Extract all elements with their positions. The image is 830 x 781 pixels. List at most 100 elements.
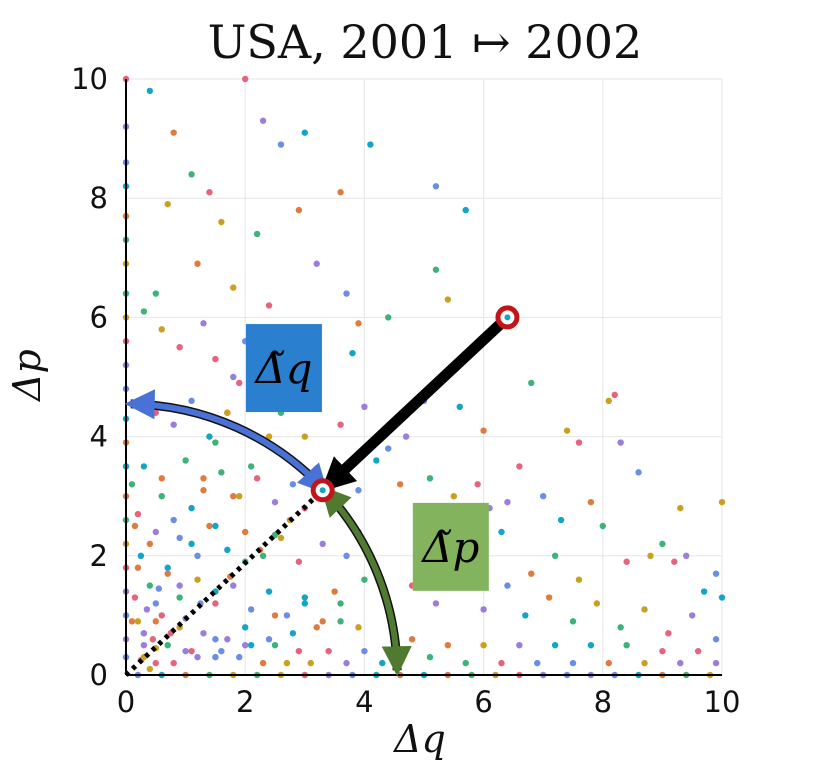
data-point [671,558,678,565]
data-point [367,141,374,148]
data-point [224,409,231,416]
data-point [247,642,255,649]
data-point [331,588,338,595]
projection-arrow [320,313,512,492]
data-point [176,534,183,542]
data-point [408,636,416,643]
data-point [134,618,142,625]
data-point [188,171,195,178]
data-point [540,493,547,500]
data-point [218,469,225,476]
grid-lines [125,78,723,676]
data-point [462,659,469,667]
data-point [164,200,171,208]
data-point [271,642,279,649]
data-point [236,493,243,500]
data-point [158,493,165,500]
data-point [242,642,249,649]
data-point [361,647,368,655]
x-tick-label: 6 [474,685,492,719]
data-point [534,659,541,667]
data-point [450,493,457,500]
data-point [617,439,624,446]
data-point [337,421,344,428]
data-point [712,636,720,643]
data-point [587,498,595,506]
data-point [718,594,726,601]
data-point [432,600,440,607]
data-point [194,260,201,267]
data-point [623,642,630,649]
data-point [212,522,219,530]
data-point [659,540,666,548]
data-point [462,206,469,214]
arc-arrow [320,485,412,677]
data-point [283,612,291,619]
data-point [134,564,142,571]
data-point [236,379,243,387]
data-point [504,498,511,506]
data-point [206,433,213,440]
data-point [295,206,303,214]
data-point [396,481,404,488]
data-point [230,582,237,589]
data-point [200,487,207,494]
data-point [265,636,273,643]
x-axis-label: Δq [392,717,446,761]
data-point [563,427,571,434]
data-point [134,510,142,518]
data-point [319,618,326,625]
data-point [319,540,326,548]
data-point [385,314,392,321]
data-point [379,659,386,667]
data-point [230,373,237,381]
data-point [295,647,303,655]
data-point [212,636,219,643]
data-point [641,606,648,613]
data-point [587,642,595,649]
data-point [271,612,279,619]
data-point [194,576,201,583]
data-point [545,594,553,601]
data-point [665,630,672,637]
data-point [131,594,139,601]
data-point [271,531,279,539]
x-tick-label: 8 [594,685,612,719]
data-point [575,439,583,446]
data-point [218,218,225,226]
data-point [426,653,434,661]
data-point [432,266,440,273]
data-point [325,647,332,655]
data-point [170,659,177,667]
data-point [426,475,434,482]
data-point [271,498,279,506]
y-tick-label: 8 [90,181,108,215]
data-point [355,624,362,631]
data-point [504,582,511,589]
data-point [402,433,410,440]
data-point [569,659,577,667]
data-point [385,445,392,452]
data-point [343,290,350,297]
data-point [551,642,559,649]
data-point [301,433,308,440]
data-point [355,320,362,327]
data-point [677,659,684,667]
data-point [155,585,162,592]
highlight-point-core [319,487,326,494]
data-point [140,642,148,649]
data-point [265,302,273,309]
data-point [218,647,225,655]
data-point [522,612,529,619]
data-point [188,397,195,405]
data-point [718,498,726,506]
data-point [343,659,350,667]
data-point [247,463,255,470]
data-point [164,642,171,649]
data-point [140,630,148,637]
data-point [456,403,463,410]
data-point [605,397,612,405]
data-point [149,636,157,643]
data-point [140,308,148,315]
data-point [146,87,154,95]
